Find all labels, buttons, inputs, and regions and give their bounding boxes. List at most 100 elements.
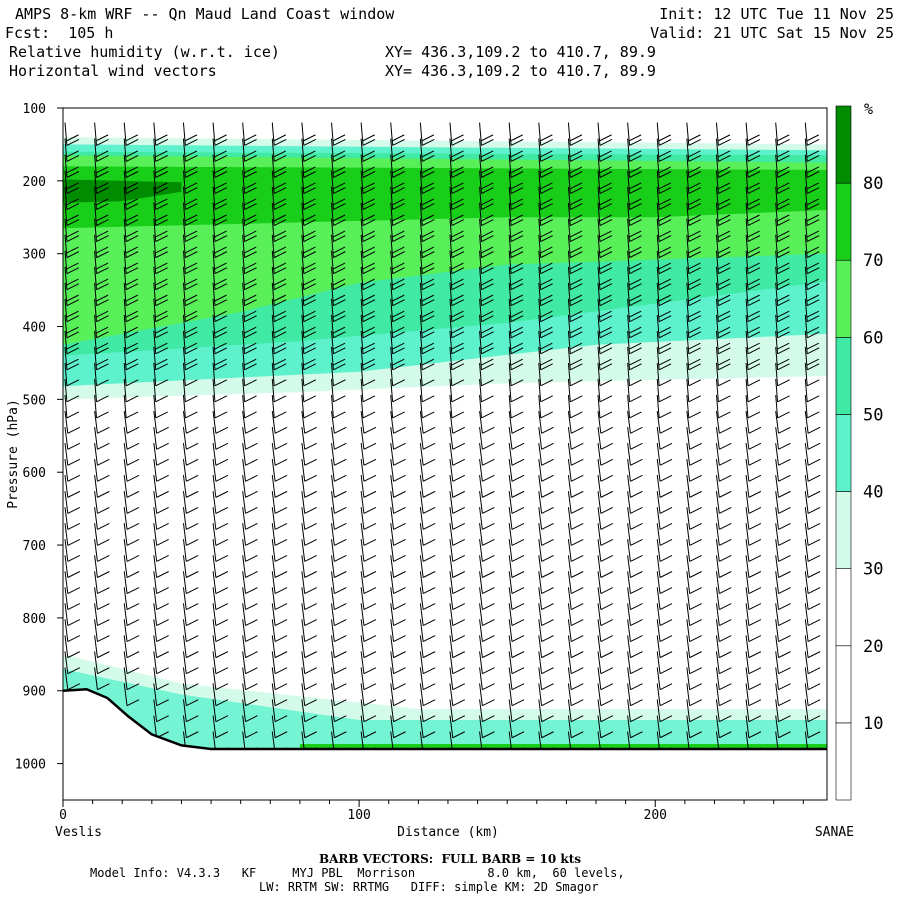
wind-barb-flag [155, 310, 168, 318]
wind-barb-flag [422, 299, 435, 307]
wind-barb [301, 715, 306, 738]
wind-barb [656, 507, 661, 530]
wind-barb [123, 475, 128, 498]
wind-barb-flag [362, 267, 376, 275]
wind-barb [123, 651, 128, 674]
wind-barb-flag [689, 458, 702, 466]
wind-barb [153, 475, 158, 498]
wind-barb-flag [185, 171, 198, 178]
wind-barb [627, 250, 631, 274]
wind-barb-flag [392, 363, 405, 371]
wind-barb [331, 443, 335, 466]
wind-barb-flag [480, 150, 494, 158]
wind-barb-flag [630, 587, 643, 594]
wind-barb-flag [718, 187, 731, 194]
wind-barb [627, 619, 631, 642]
wind-barb [804, 555, 809, 578]
wind-barb [775, 555, 780, 578]
wind-barb-flag [481, 251, 494, 259]
wind-barb-flag [482, 555, 495, 562]
wind-barb [64, 330, 68, 354]
wind-barb-flag [185, 283, 198, 291]
wind-barb-flag [806, 326, 820, 334]
wind-barb [775, 683, 780, 706]
wind-barb-flag [570, 267, 583, 275]
wind-barb-flag [599, 214, 612, 222]
wind-barb-flag [125, 326, 138, 334]
wind-barb [479, 651, 483, 674]
wind-barb [182, 475, 187, 498]
wind-barb-flag [215, 442, 229, 450]
wind-barb-flag [186, 603, 199, 611]
wind-barb-flag [511, 474, 525, 482]
wind-barb-flag [717, 214, 731, 222]
barb-legend: BARB VECTORS: FULL BARB = 10 kts [318, 852, 582, 866]
wind-barb [64, 475, 69, 498]
wind-barb [745, 635, 750, 658]
wind-barb [242, 667, 246, 690]
wind-barb [627, 699, 631, 722]
wind-barb [242, 555, 246, 578]
wind-barb [627, 475, 631, 498]
wind-barb-flag [362, 326, 375, 334]
wind-barb [656, 571, 661, 594]
wind-barb-flag [186, 522, 199, 530]
wind-barb-flag [807, 506, 821, 514]
wind-barb-flag [422, 267, 435, 275]
rh-low-level-layer [63, 668, 827, 750]
wind-barb-flag [659, 683, 673, 691]
right-endpoint-label: SANAE [815, 825, 854, 840]
wind-barb-flag [807, 587, 821, 594]
wind-barb-flag [482, 442, 495, 450]
wind-barb [449, 635, 454, 658]
wind-barb-flag [541, 651, 554, 659]
wind-barb [360, 475, 365, 498]
wind-barb-flag [214, 278, 227, 286]
wind-barb-flag [719, 683, 732, 691]
wind-barb [123, 186, 127, 210]
wind-barb [567, 651, 572, 674]
wind-barb [479, 555, 483, 578]
wind-barb [567, 443, 572, 466]
wind-barb-flag [332, 278, 346, 286]
wind-barb [182, 234, 186, 258]
wind-barb-flag [540, 310, 553, 318]
colorbar-tick-label: 70 [863, 251, 883, 271]
wind-barb-flag [658, 182, 671, 190]
wind-barb [775, 298, 779, 322]
wind-barb-flag [776, 214, 790, 222]
wind-barb-flag [451, 331, 465, 339]
wind-barb-flag [481, 171, 494, 178]
wind-barb-flag [303, 150, 316, 158]
wind-barb-flag [156, 426, 169, 434]
wind-barb-flag [540, 299, 553, 307]
wind-barb [271, 266, 275, 290]
wind-barb-flag [688, 155, 701, 162]
wind-barb [390, 394, 394, 418]
wind-barb-flag [570, 139, 583, 146]
wind-barb [331, 555, 335, 578]
wind-barb-flag [125, 203, 139, 211]
wind-barb-flag [97, 458, 110, 466]
wind-barb [123, 346, 127, 370]
wind-barb [449, 555, 454, 578]
wind-barb [212, 523, 217, 546]
wind-barb [182, 555, 187, 578]
wind-barb [775, 651, 780, 674]
wind-barb-flag [185, 347, 198, 355]
wind-barb-flag [362, 251, 376, 259]
wind-barb [804, 699, 809, 722]
wind-barb-flag [184, 326, 198, 334]
wind-barb [567, 507, 572, 530]
wind-barb-flag [125, 230, 138, 238]
wind-barb-flag [748, 715, 762, 723]
wind-barb [331, 507, 335, 530]
wind-barb-flag [807, 426, 821, 434]
wind-barb [301, 619, 306, 642]
wind-barb-flag [422, 442, 436, 450]
wind-barb [567, 378, 571, 402]
wind-barb [271, 603, 276, 626]
wind-barb [508, 539, 513, 562]
wind-barb-flag [214, 219, 228, 227]
wind-barb-flag [214, 251, 228, 259]
